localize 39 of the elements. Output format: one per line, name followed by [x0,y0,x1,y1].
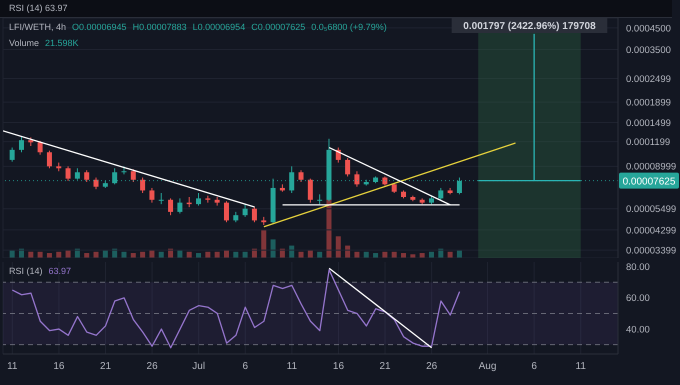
annotation: 63.97 [48,266,72,276]
annotation: L0.00006954 [192,22,246,32]
x-tick-label: Aug [478,361,496,372]
x-tick-label: 21 [379,361,392,372]
band-label: 0.001797 (2422.96%) 179708 [463,21,596,32]
chart-subtitle: RSI (14) 63.97 [9,3,68,13]
x-tick-label: 11 [286,361,298,372]
y-tick-label: 0.00003399 [626,245,676,256]
y-tick-label: 80.00 [626,262,650,274]
x-tick-label: 26 [426,361,438,372]
text: LFI/WETH, 4h [9,22,66,32]
annotation: C0.00007625 [251,22,306,32]
y-tick-label: 0.00005499 [626,204,676,216]
x-tick-label: 6 [531,361,538,372]
y-tick-label: 0.0001499 [626,118,671,129]
annotation: 21.598K [45,38,79,48]
chart-title: RSI (14) [9,266,43,276]
y-tick-label: 0.0002499 [626,74,671,85]
x-tick-label: 16 [53,361,65,372]
x-tick-label: 11 [7,361,18,372]
y-tick-label: 60.00 [626,293,650,304]
y-tick-label: 0.0003500 [626,44,671,56]
x-tick-label: 16 [332,361,344,372]
y-tick-label: 0.00008999 [626,162,676,173]
chart-title: Volume [9,38,40,48]
x-tick-label: 26 [146,361,158,372]
y-tick-label: 0.00004299 [626,225,676,236]
annotation: H0.00007883 [132,22,187,32]
y-tick-label: 0.0001199 [626,137,670,148]
y-tick-label: 0.0001899 [626,97,671,108]
x-tick-label: Jul [192,361,206,372]
y-tick-label: 0.0004500 [626,23,671,34]
x-tick-label: 11 [576,361,586,372]
annotation: O0.00006945 [72,22,127,32]
x-tick-label: 6 [242,361,248,372]
y-tick-label: 40.00 [626,324,650,336]
x-tick-label: 21 [100,361,112,372]
ref-line-label: 0.00007625 [622,176,676,188]
annotation: 0.0₅6800 (+9.79%) [311,22,387,32]
